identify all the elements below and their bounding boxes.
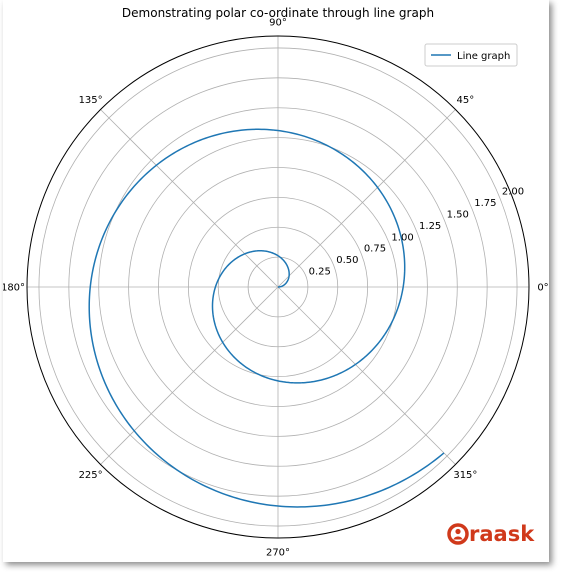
r-gridline [158, 167, 398, 407]
r-gridline [128, 137, 428, 437]
r-tick-label: 0.75 [364, 244, 386, 255]
r-tick-label: 1.75 [474, 198, 496, 209]
r-tick-label: 1.25 [419, 221, 441, 232]
r-gridline [98, 107, 458, 467]
legend: Line graph [424, 43, 518, 67]
oraask-logo: raask [447, 522, 535, 546]
r-gridline [68, 77, 488, 497]
r-gridline [38, 47, 518, 527]
theta-gridline [277, 286, 456, 465]
theta-gridline [100, 286, 279, 465]
r-gridline [247, 256, 309, 318]
theta-gridline [100, 109, 279, 288]
r-tick-label: 0.50 [336, 255, 358, 266]
figure-frame: Demonstrating polar co-ordinate through … [3, 0, 549, 562]
series-layer [88, 128, 445, 508]
theta-tick-label: 270° [266, 548, 290, 559]
chart-title: Demonstrating polar co-ordinate through … [122, 6, 434, 20]
r-gridline [187, 196, 369, 378]
legend-label: Line graph [457, 51, 510, 62]
theta-tick-label: 45° [457, 95, 475, 106]
legend-box [424, 43, 518, 67]
r-gridline [217, 226, 339, 348]
theta-tick-label: 135° [79, 95, 103, 106]
watermark-text: raask [469, 522, 535, 546]
polar-grid [26, 35, 530, 539]
r-tick-label: 1.50 [447, 209, 469, 220]
r-tick-labels: 0.25 0.50 0.75 1.00 1.25 1.50 1.75 2.00 [309, 187, 525, 278]
theta-tick-labels: 0° 45° 90° 135° 180° 225° 270° 315° [3, 18, 549, 559]
polar-chart: Demonstrating polar co-ordinate through … [3, 6, 549, 559]
watermark: raask [447, 521, 539, 547]
theta-tick-label: 225° [79, 470, 103, 481]
series-line [88, 128, 445, 508]
theta-tick-label: 315° [453, 470, 477, 481]
r-tick-label: 1.00 [391, 232, 413, 243]
r-tick-label: 2.00 [502, 187, 524, 198]
polar-spine [26, 35, 530, 539]
theta-tick-label: 180° [3, 283, 25, 294]
theta-tick-label: 90° [269, 18, 287, 29]
theta-tick-label: 0° [537, 283, 548, 294]
r-tick-label: 0.25 [309, 267, 331, 278]
